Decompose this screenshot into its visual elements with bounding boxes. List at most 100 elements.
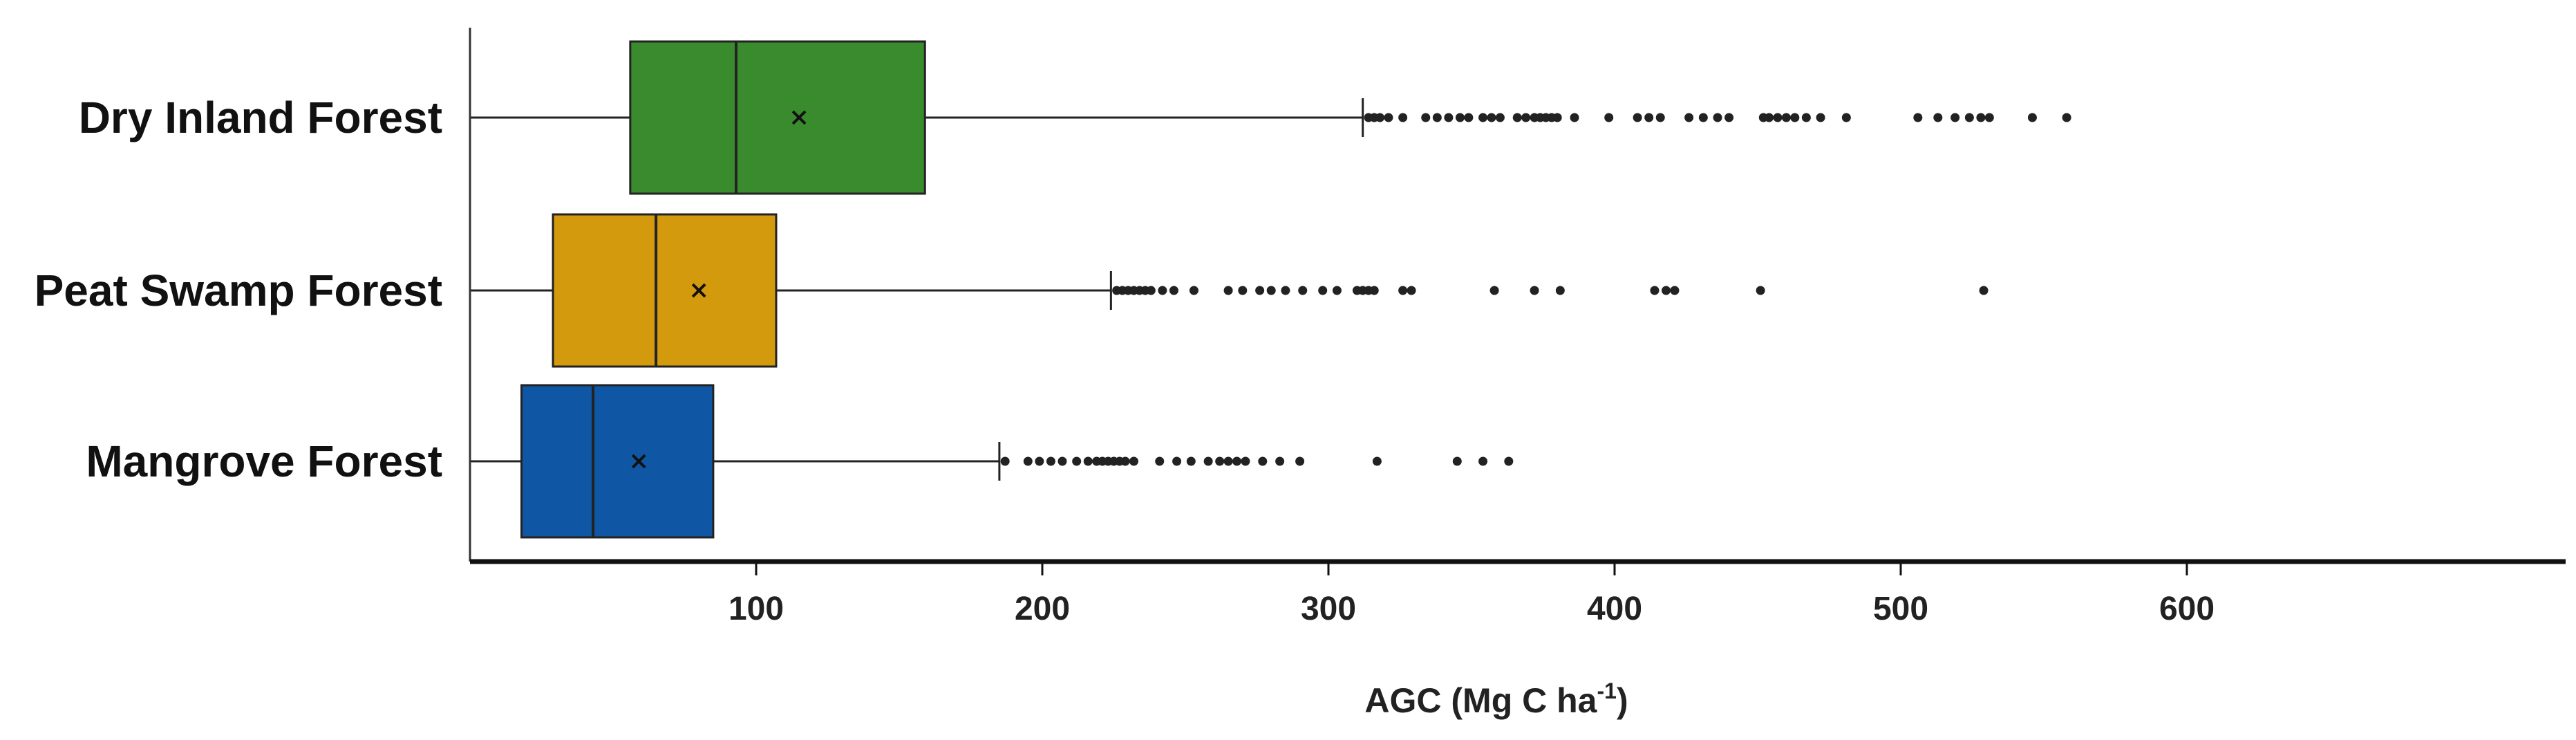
outlier-point [1232,456,1242,466]
x-tick-label: 500 [1873,591,1928,627]
outlier-point [1444,113,1454,122]
mean-marker [791,110,807,125]
x-axis-title-main: AGC (Mg C ha [1364,681,1597,720]
outlier-point [1452,456,1462,466]
outlier-point [1487,113,1496,122]
outlier-point [1186,456,1196,466]
outlier-point [1495,113,1505,122]
outlier-point [1670,286,1680,295]
outlier-point [1644,113,1654,122]
category-label: Mangrove Forest [86,436,442,486]
outlier-point [1478,456,1488,466]
outlier-point [1964,113,1974,122]
outlier-point [1913,113,1923,122]
outlier-point [1295,456,1305,466]
outlier-point [1398,286,1408,295]
outlier-point [1238,286,1248,295]
category-labels: Dry Inland Forest Peat Swamp Forest Mangro… [35,93,442,486]
outlier-point [1841,113,1851,122]
outlier-point [1976,113,1986,122]
category-label: Peat Swamp Forest [35,266,442,315]
box-group-0 [469,40,2071,195]
outlier-point [1241,456,1250,466]
outlier-point [2062,113,2071,122]
outlier-point [1146,286,1156,295]
outlier-point [1023,456,1033,466]
outlier-point [1724,113,1734,122]
outlier-point [1223,286,1233,295]
outlier-point [1655,113,1665,122]
x-axis-title: AGC (Mg C ha-1) [1364,678,1628,720]
outlier-point [1555,286,1565,295]
outlier-point [1129,456,1138,466]
outlier-point [1223,456,1233,466]
outlier-point [1372,456,1382,466]
outlier-point [1933,113,1943,122]
outlier-point [1255,286,1265,295]
outlier-point [1662,286,1671,295]
outlier-point [1035,456,1044,466]
outlier-point [1375,113,1385,122]
outlier-point [1984,113,1994,122]
x-tick-label: 200 [1015,591,1070,627]
mean-marker [691,283,706,298]
category-label: Dry Inland Forest [79,93,442,142]
outlier-point [1083,456,1093,466]
outlier-point [1169,286,1178,295]
outlier-point [1512,113,1522,122]
outlier-point [1298,286,1308,295]
x-tick-label: 600 [2159,591,2215,627]
outlier-point [1266,286,1276,295]
outlier-point [1318,286,1328,295]
x-tick-label: 400 [1587,591,1642,627]
box-group-2 [469,384,1514,539]
x-tick-label: 300 [1301,591,1356,627]
outlier-point [1604,113,1614,122]
outlier-point [1057,456,1067,466]
outlier-point [1950,113,1960,122]
outlier-point [1000,456,1010,466]
outlier-point [1332,286,1342,295]
outlier-point [1979,286,1989,295]
outlier-point [1713,113,1722,122]
outlier-point [1215,456,1225,466]
outlier-point [1765,113,1774,122]
outlier-point [1633,113,1642,122]
outlier-point [1650,286,1660,295]
outlier-point [1407,286,1416,295]
outlier-point [1046,456,1055,466]
outlier-point [1790,113,1800,122]
outlier-point [1158,286,1167,295]
x-tick-label: 100 [728,591,784,627]
outlier-point [1432,113,1442,122]
iqr-box [520,384,715,539]
outlier-point [1455,113,1465,122]
boxes-layer [469,40,2071,539]
outlier-point [1258,456,1268,466]
outlier-point [1530,286,1539,295]
x-axis-title-superscript: -1 [1597,678,1616,703]
outlier-point [1781,113,1791,122]
outlier-point [1801,113,1811,122]
outlier-point [1203,456,1213,466]
x-axis-ticks: 100 200 300 400 500 600 [728,562,2215,627]
iqr-box [629,40,926,195]
outlier-point [2027,113,2037,122]
box-group-1 [469,213,1989,368]
outlier-point [1155,456,1165,466]
outlier-point [1275,456,1285,466]
outlier-point [1773,113,1783,122]
outlier-point [1478,113,1488,122]
outlier-point [1684,113,1694,122]
outlier-point [1172,456,1182,466]
outlier-point [1189,286,1198,295]
outlier-point [1120,456,1130,466]
outlier-point [1072,456,1082,466]
outlier-point [1521,113,1531,122]
outlier-point [1504,456,1514,466]
x-axis [469,28,2566,564]
iqr-box [552,213,778,368]
outlier-point [1570,113,1579,122]
outlier-point [1816,113,1825,122]
x-axis-title-tail: ) [1617,681,1628,720]
